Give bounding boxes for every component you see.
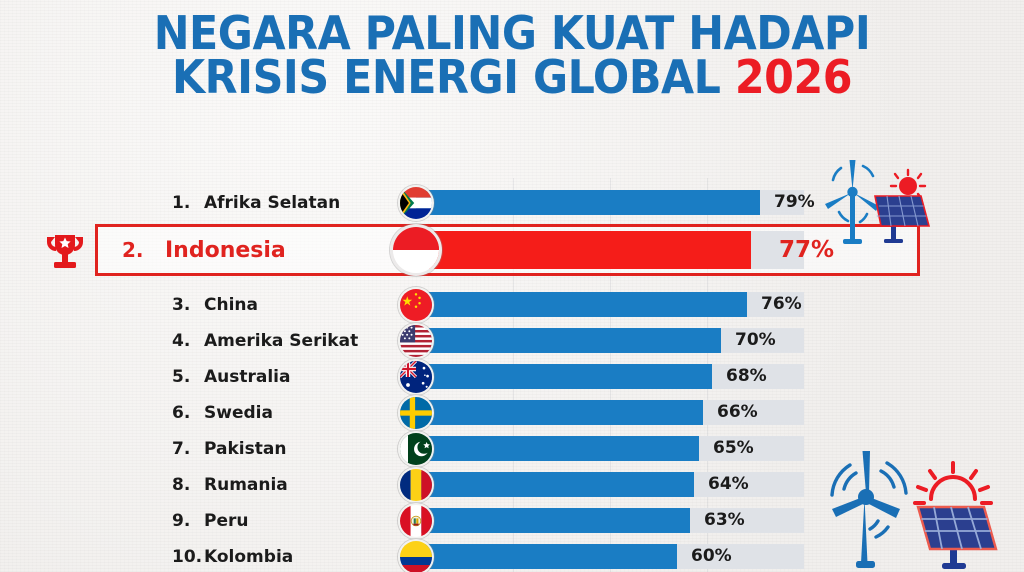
rank-number: 3. (172, 294, 191, 315)
pakistan-flag-icon (398, 430, 434, 467)
wind-turbine-body (832, 451, 900, 568)
value-bar (416, 400, 703, 425)
value-label: 64% (708, 474, 749, 494)
sun-icon (913, 461, 993, 505)
country-label: Peru (204, 510, 249, 531)
value-bar (416, 231, 751, 269)
south-africa-flag-icon (398, 184, 434, 221)
bar-track (416, 544, 804, 569)
country-label: Australia (204, 366, 291, 387)
australia-flag-icon (398, 358, 434, 395)
rank-number: 2. (122, 238, 144, 262)
usa-flag-icon (398, 322, 434, 359)
table-row[interactable]: 1. Afrika Selatan 79% (0, 184, 1024, 221)
value-label: 79% (774, 192, 815, 212)
romania-flag-icon (398, 466, 434, 503)
table-row[interactable]: 6. Swedia 66% (0, 394, 1024, 431)
value-bar (416, 436, 699, 461)
colombia-flag-icon (398, 538, 434, 572)
value-label: 65% (713, 438, 754, 458)
bar-track (416, 328, 804, 353)
rank-number: 4. (172, 330, 191, 351)
renewable-energy-decor-bottom (830, 451, 998, 569)
rank-number: 5. (172, 366, 191, 387)
rank-number: 6. (172, 402, 191, 423)
value-label: 76% (761, 294, 802, 314)
title-year: 2026 (734, 49, 853, 104)
renewable-energy-decor-top (825, 160, 931, 244)
value-bar (416, 190, 760, 215)
country-label: China (204, 294, 258, 315)
country-label: Swedia (204, 402, 273, 423)
value-bar (416, 292, 747, 317)
value-label: 63% (704, 510, 745, 530)
wind-turbine-body (825, 160, 879, 244)
value-label: 60% (691, 546, 732, 566)
country-label: Pakistan (204, 438, 287, 459)
indonesia-flag-icon (390, 224, 442, 276)
wind-turbine-icon (830, 461, 908, 539)
value-bar (416, 508, 690, 533)
bar-track (416, 400, 804, 425)
page-title: NEGARA PALING KUAT HADAPI KRISIS ENERGI … (0, 6, 1024, 100)
value-bar (416, 364, 712, 389)
bar-track (416, 508, 804, 533)
table-row[interactable]: 9. Peru 63% (0, 502, 1024, 539)
sweden-flag-icon (398, 394, 434, 431)
rank-number: 7. (172, 438, 191, 459)
bar-track (416, 436, 804, 461)
title-line-2: KRISIS ENERGI GLOBAL 2026 (36, 54, 988, 100)
value-bar (416, 544, 677, 569)
bar-track (416, 364, 804, 389)
table-row[interactable]: 10. Kolombia 60% (0, 538, 1024, 572)
rank-number: 8. (172, 474, 191, 495)
value-label: 77% (779, 237, 835, 263)
bar-track (416, 231, 804, 269)
peru-flag-icon (398, 502, 434, 539)
table-row[interactable]: 4. Amerika Serikat 70% (0, 322, 1024, 359)
country-label: Afrika Selatan (204, 192, 341, 213)
value-bar (416, 328, 721, 353)
solar-panel-icon (916, 505, 998, 569)
table-row[interactable]: 8. Rumania 64% (0, 466, 1024, 503)
value-label: 70% (735, 330, 776, 350)
ranking-chart: 1. Afrika Selatan 79% 2. Indonesia 7 (0, 178, 1024, 572)
rank-number: 1. (172, 192, 191, 213)
value-label: 68% (726, 366, 767, 386)
solar-panel-icon (874, 195, 931, 243)
country-label: Rumania (204, 474, 288, 495)
sun-icon (889, 168, 927, 200)
trophy-icon (47, 235, 83, 268)
table-row[interactable]: 7. Pakistan 65% (0, 430, 1024, 467)
value-label: 66% (717, 402, 758, 422)
rank-number: 9. (172, 510, 191, 531)
bar-track (416, 292, 804, 317)
table-row[interactable]: 3. China 76% (0, 286, 1024, 323)
country-label: Indonesia (165, 237, 286, 263)
bar-track (416, 190, 804, 215)
country-label: Amerika Serikat (204, 330, 359, 351)
table-row[interactable]: 5. Australia 68% (0, 358, 1024, 395)
bar-track (416, 472, 804, 497)
china-flag-icon (398, 286, 434, 323)
title-line-1: NEGARA PALING KUAT HADAPI (153, 6, 871, 60)
value-bar (416, 472, 694, 497)
title-line-2-main: KRISIS ENERGI GLOBAL (171, 49, 721, 104)
table-row[interactable]: 2. Indonesia 77% (0, 224, 1024, 276)
wind-turbine-icon (831, 164, 875, 224)
rank-number: 10. (172, 546, 203, 567)
country-label: Kolombia (204, 546, 294, 567)
